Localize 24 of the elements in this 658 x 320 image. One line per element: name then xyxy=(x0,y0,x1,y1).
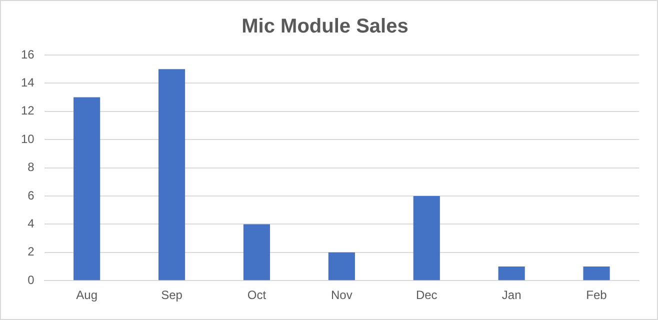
y-tick-label: 6 xyxy=(28,188,35,202)
chart-title: Mic Module Sales xyxy=(242,16,408,38)
y-tick-label: 16 xyxy=(20,47,35,62)
y-tick-label: 10 xyxy=(20,132,35,146)
y-tick-label: 0 xyxy=(28,272,35,287)
x-tick-label: Nov xyxy=(331,288,352,302)
x-tick-label: Jan xyxy=(502,288,522,302)
bar xyxy=(243,224,270,280)
x-tick-label: Sep xyxy=(161,288,183,302)
y-tick-label: 4 xyxy=(28,216,35,231)
x-tick-label: Oct xyxy=(247,288,267,302)
y-tick-label: 2 xyxy=(28,244,35,259)
bar xyxy=(413,196,440,280)
y-tick-label: 14 xyxy=(20,76,35,90)
bar xyxy=(158,69,186,280)
y-tick-label: 12 xyxy=(20,104,35,118)
bar xyxy=(498,266,525,280)
bar xyxy=(328,252,355,280)
y-tick-label: 8 xyxy=(28,160,35,174)
bar xyxy=(74,97,100,280)
x-tick-label: Feb xyxy=(586,288,608,302)
bar xyxy=(583,266,610,280)
x-tick-label: Dec xyxy=(416,288,438,302)
x-tick-label: Aug xyxy=(76,288,98,302)
